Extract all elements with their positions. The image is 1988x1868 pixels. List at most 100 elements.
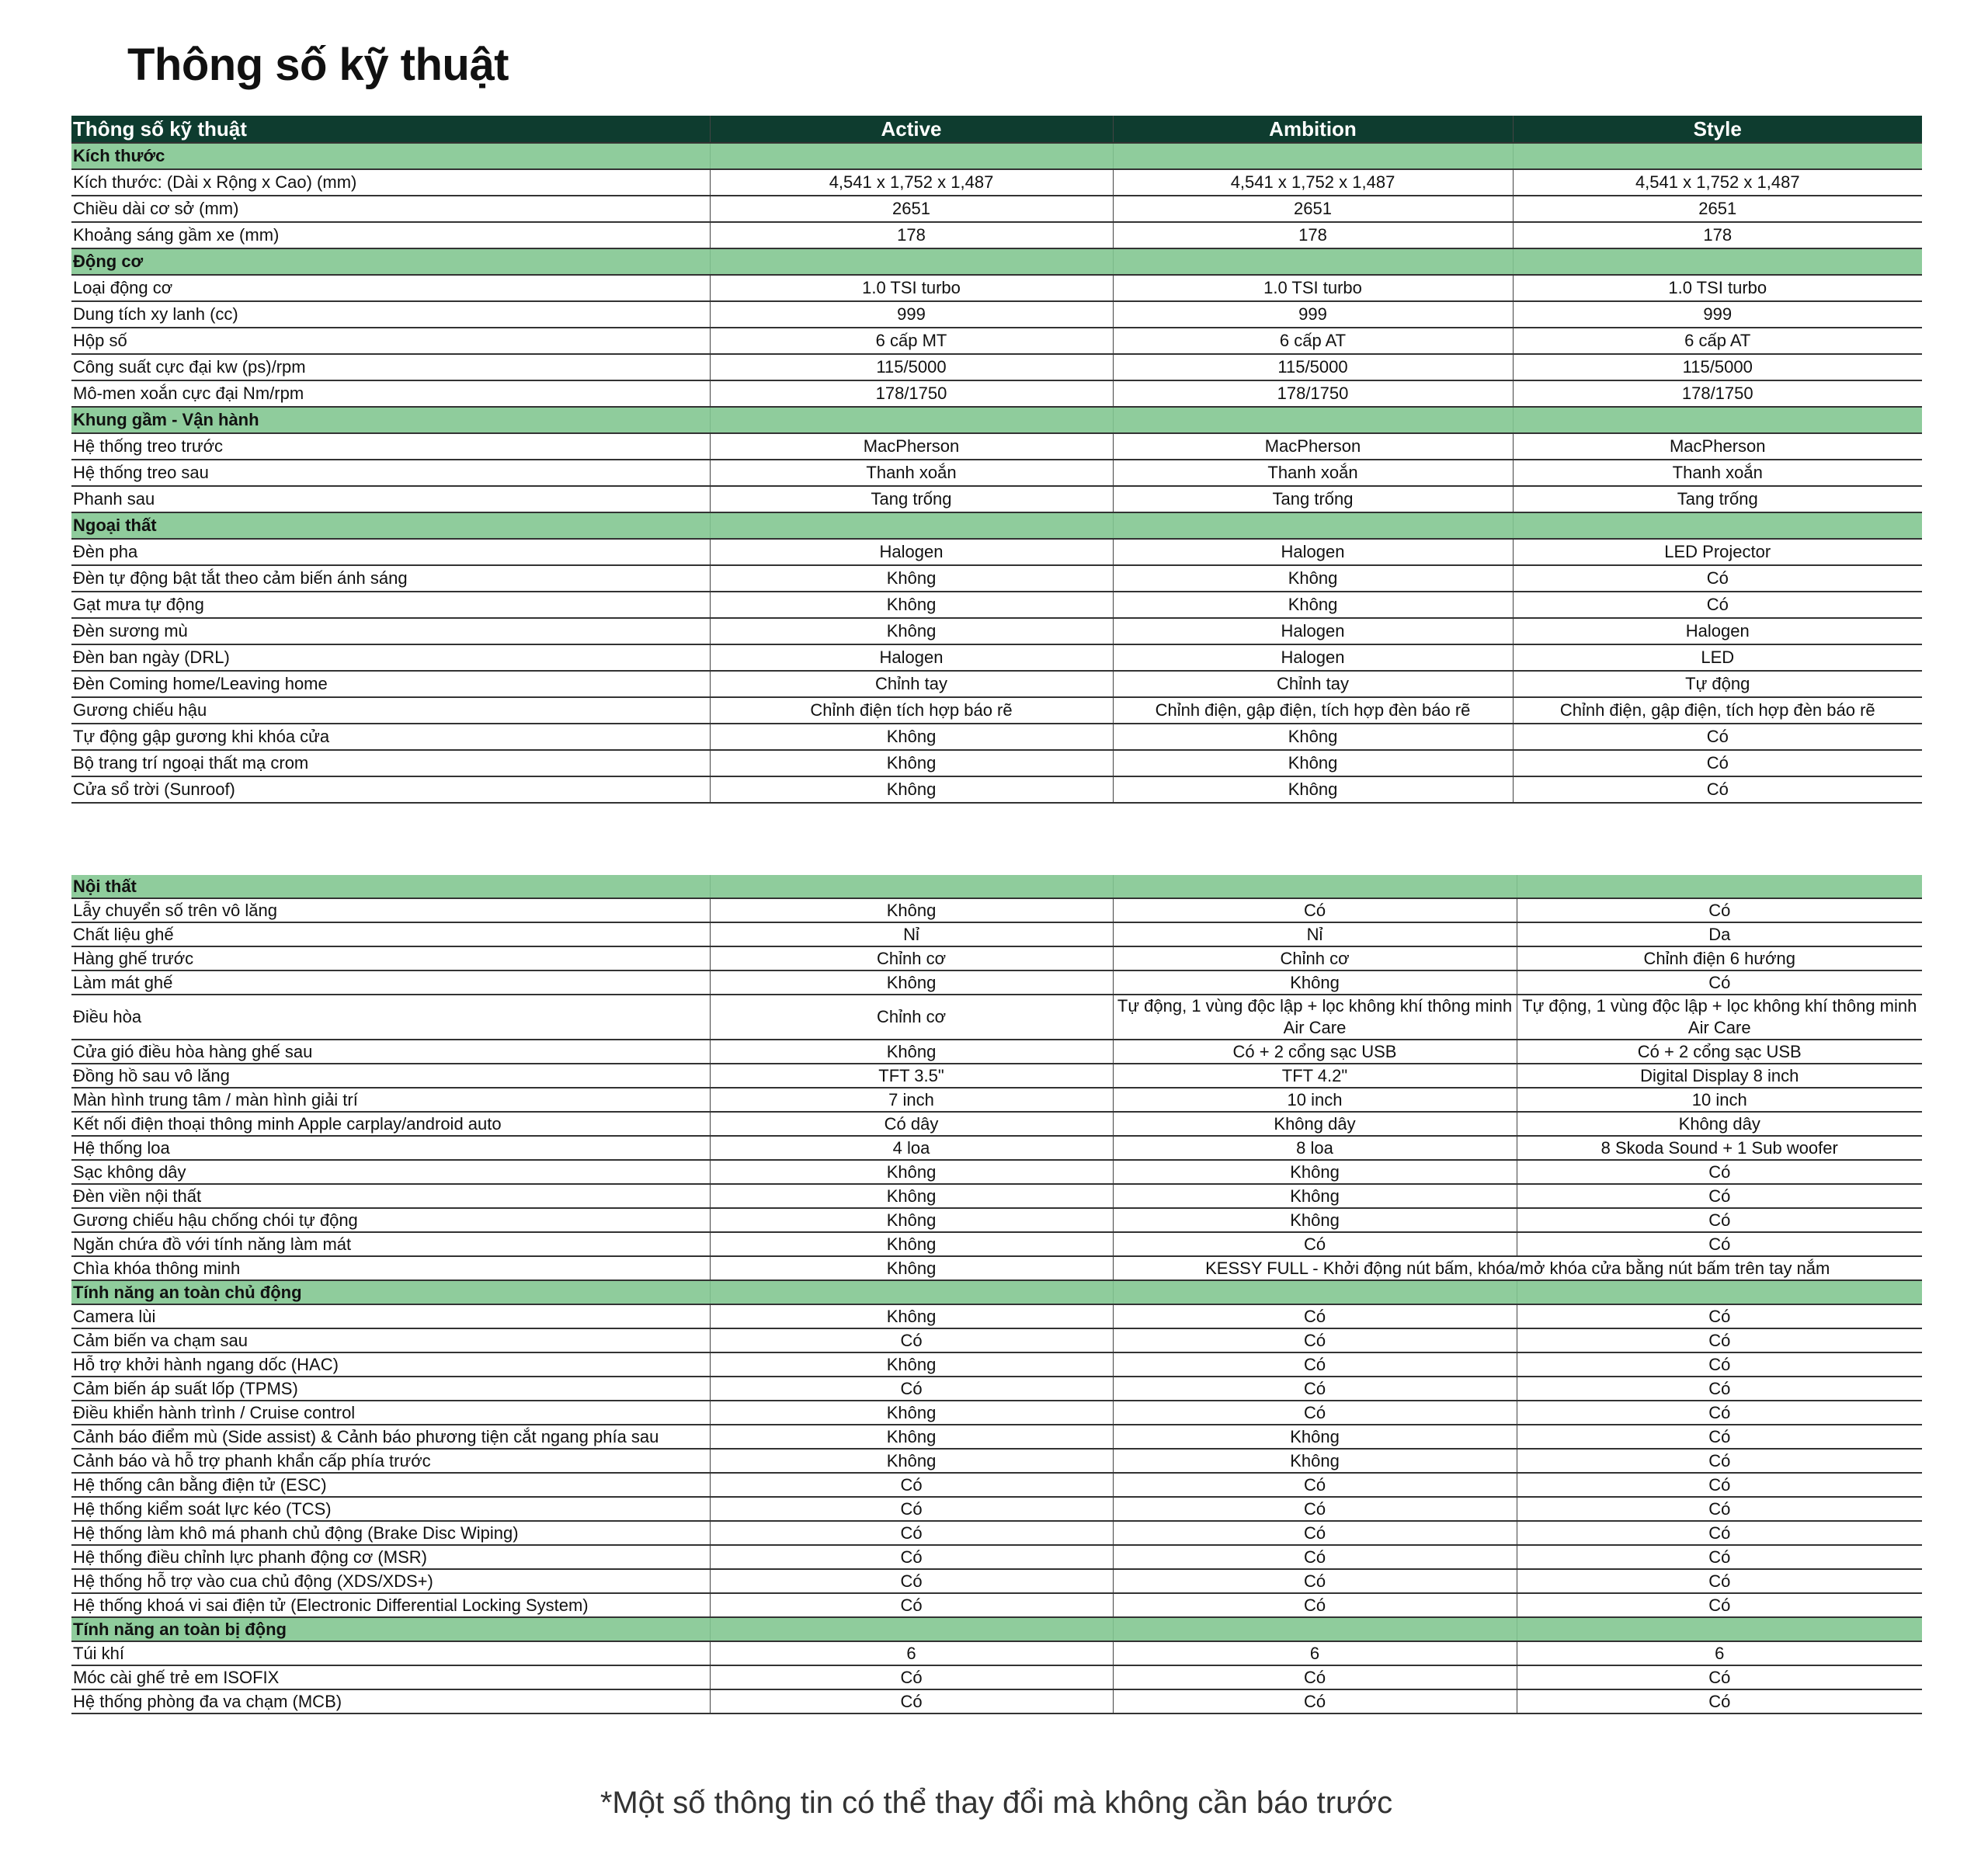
table-row: Sạc không dây Không Không Có <box>71 1160 1922 1185</box>
spec-value: Không <box>709 1425 1113 1450</box>
table-row: Mô-men xoắn cực đại Nm/rpm 178/1750 178/17… <box>71 380 1922 408</box>
table-row: Loại động cơ 1.0 TSI turbo 1.0 TSI turbo 1.… <box>71 275 1922 302</box>
spec-value: Không <box>709 776 1113 804</box>
spec-label: Ngăn chứa đồ với tính năng làm mát <box>71 1232 710 1257</box>
spec-value: Chỉnh điện, gập điện, tích hợp đèn báo r… <box>1512 697 1922 724</box>
spec-value: Có <box>1112 1521 1517 1546</box>
spec-value: Có <box>1516 1232 1922 1257</box>
spec-value: Có <box>1516 1473 1922 1498</box>
footnote: *Một số thông tin có thể thay đổi mà khô… <box>600 1786 1393 1820</box>
spec-value: Có <box>1516 1449 1922 1474</box>
table-row: Cảnh báo điểm mù (Side assist) & Cảnh bá… <box>71 1425 1922 1450</box>
header-spec: Thông số kỹ thuật <box>71 116 710 144</box>
spec-value: TFT 4.2" <box>1112 1064 1517 1089</box>
header-style: Style <box>1512 116 1922 144</box>
spec-value: MacPherson <box>709 433 1113 460</box>
spec-label: Đèn Coming home/Leaving home <box>71 671 710 698</box>
section-cell <box>1512 407 1922 434</box>
spec-value: Chỉnh tay <box>709 671 1113 698</box>
spec-value: Có <box>1516 1352 1922 1377</box>
header-active: Active <box>709 116 1113 144</box>
table-row: Đèn sương mù Không Halogen Halogen <box>71 618 1922 645</box>
table-row: Tự động gập gương khi khóa cửa Không Không… <box>71 724 1922 751</box>
spec-label: Cảm biến áp suất lốp (TPMS) <box>71 1377 710 1401</box>
spec-value: Tang trống <box>709 486 1113 513</box>
spec-value: Không <box>709 1401 1113 1425</box>
spec-value: Halogen <box>709 644 1113 672</box>
section-title: Tính năng an toàn bị động <box>71 1617 710 1642</box>
spec-value: Halogen <box>709 539 1113 566</box>
spec-label: Gạt mưa tự động <box>71 592 710 619</box>
table-row: Cảm biến va chạm sau Có Có Có <box>71 1328 1922 1353</box>
spec-value: Có <box>1516 1593 1922 1618</box>
spec-value: 10 inch <box>1516 1088 1922 1113</box>
spec-value: 4,541 x 1,752 x 1,487 <box>1512 169 1922 196</box>
spec-value: 7 inch <box>709 1088 1113 1113</box>
spec-value: Có <box>709 1377 1113 1401</box>
spec-label: Cửa gió điều hòa hàng ghế sau <box>71 1040 710 1064</box>
spec-value: 6 cấp AT <box>1112 328 1513 355</box>
section-title: Động cơ <box>71 248 710 276</box>
spec-label: Màn hình trung tâm / màn hình giải trí <box>71 1088 710 1113</box>
table-row: Đèn ban ngày (DRL) Halogen Halogen LED <box>71 644 1922 672</box>
spec-label: Điều khiển hành trình / Cruise control <box>71 1401 710 1425</box>
spec-label: Móc cài ghế trẻ em ISOFIX <box>71 1665 710 1690</box>
section-cell <box>709 875 1113 899</box>
spec-value: Có <box>1516 1545 1922 1570</box>
spec-value: 6 <box>709 1641 1113 1666</box>
spec-label: Cảm biến va chạm sau <box>71 1328 710 1353</box>
spec-label: Kích thước: (Dài x Rộng x Cao) (mm) <box>71 169 710 196</box>
spec-value: 115/5000 <box>1512 354 1922 381</box>
spec-value: Không <box>709 592 1113 619</box>
spec-value: 1.0 TSI turbo <box>709 275 1113 302</box>
spec-value: Có <box>709 1497 1113 1522</box>
table-row: Đèn viền nội thất Không Không Có <box>71 1184 1922 1209</box>
spec-value: Có <box>1516 1569 1922 1594</box>
section-row: Ngoại thất <box>71 512 1922 540</box>
spec-value: Có <box>1516 1665 1922 1690</box>
spec-value: Thanh xoắn <box>709 460 1113 487</box>
spec-value: Không <box>709 618 1113 645</box>
spec-value: Không <box>1112 1184 1517 1209</box>
table-row: Kích thước: (Dài x Rộng x Cao) (mm) 4,541… <box>71 169 1922 196</box>
spec-value: Chỉnh điện, gập điện, tích hợp đèn báo r… <box>1112 697 1513 724</box>
spec-value: Có <box>709 1593 1113 1618</box>
spec-value: Có <box>1516 1160 1922 1185</box>
spec-value: Không <box>709 1449 1113 1474</box>
spec-value: Có <box>1516 1689 1922 1714</box>
spec-value: Có <box>1516 1304 1922 1329</box>
spec-value: Halogen <box>1512 618 1922 645</box>
spec-label: Sạc không dây <box>71 1160 710 1185</box>
spec-value: Có <box>1112 1377 1517 1401</box>
spec-value: Không <box>1112 1160 1517 1185</box>
spec-value: Halogen <box>1112 539 1513 566</box>
spec-value: Không <box>709 1304 1113 1329</box>
spec-value: Không <box>1112 565 1513 592</box>
spec-table-main: Thông số kỹ thuật Active Ambition Style … <box>71 116 1922 804</box>
spec-label: Tự động gập gương khi khóa cửa <box>71 724 710 751</box>
spec-label: Hệ thống cân bằng điện tử (ESC) <box>71 1473 710 1498</box>
table-row: Dung tích xy lanh (cc) 999 999 999 <box>71 301 1922 328</box>
spec-value: Có <box>1112 1569 1517 1594</box>
spec-value: Có <box>709 1665 1113 1690</box>
spec-value: Không <box>709 970 1113 995</box>
section-cell <box>709 143 1113 170</box>
spec-value: Có <box>709 1569 1113 1594</box>
spec-value: Có <box>1516 1377 1922 1401</box>
spec-value: 10 inch <box>1112 1088 1517 1113</box>
spec-value: 1.0 TSI turbo <box>1512 275 1922 302</box>
spec-value: Không <box>709 1352 1113 1377</box>
section-cell <box>1112 407 1513 434</box>
spec-value: Không <box>709 1208 1113 1233</box>
spec-value: Có <box>1516 1401 1922 1425</box>
spec-value: Có <box>1516 1425 1922 1450</box>
spec-value: 999 <box>1112 301 1513 328</box>
section-cell <box>1112 1280 1517 1305</box>
table-row: Hệ thống treo sau Thanh xoắn Thanh xoắn Tha… <box>71 460 1922 487</box>
spec-label: Hệ thống làm khô má phanh chủ động (Brak… <box>71 1521 710 1546</box>
spec-label: Bộ trang trí ngoại thất mạ crom <box>71 750 710 777</box>
spec-value: Thanh xoắn <box>1512 460 1922 487</box>
spec-value: 8 loa <box>1112 1136 1517 1161</box>
table-row: Bộ trang trí ngoại thất mạ crom Không Khôn… <box>71 750 1922 777</box>
page-title: Thông số kỹ thuật <box>127 40 509 90</box>
